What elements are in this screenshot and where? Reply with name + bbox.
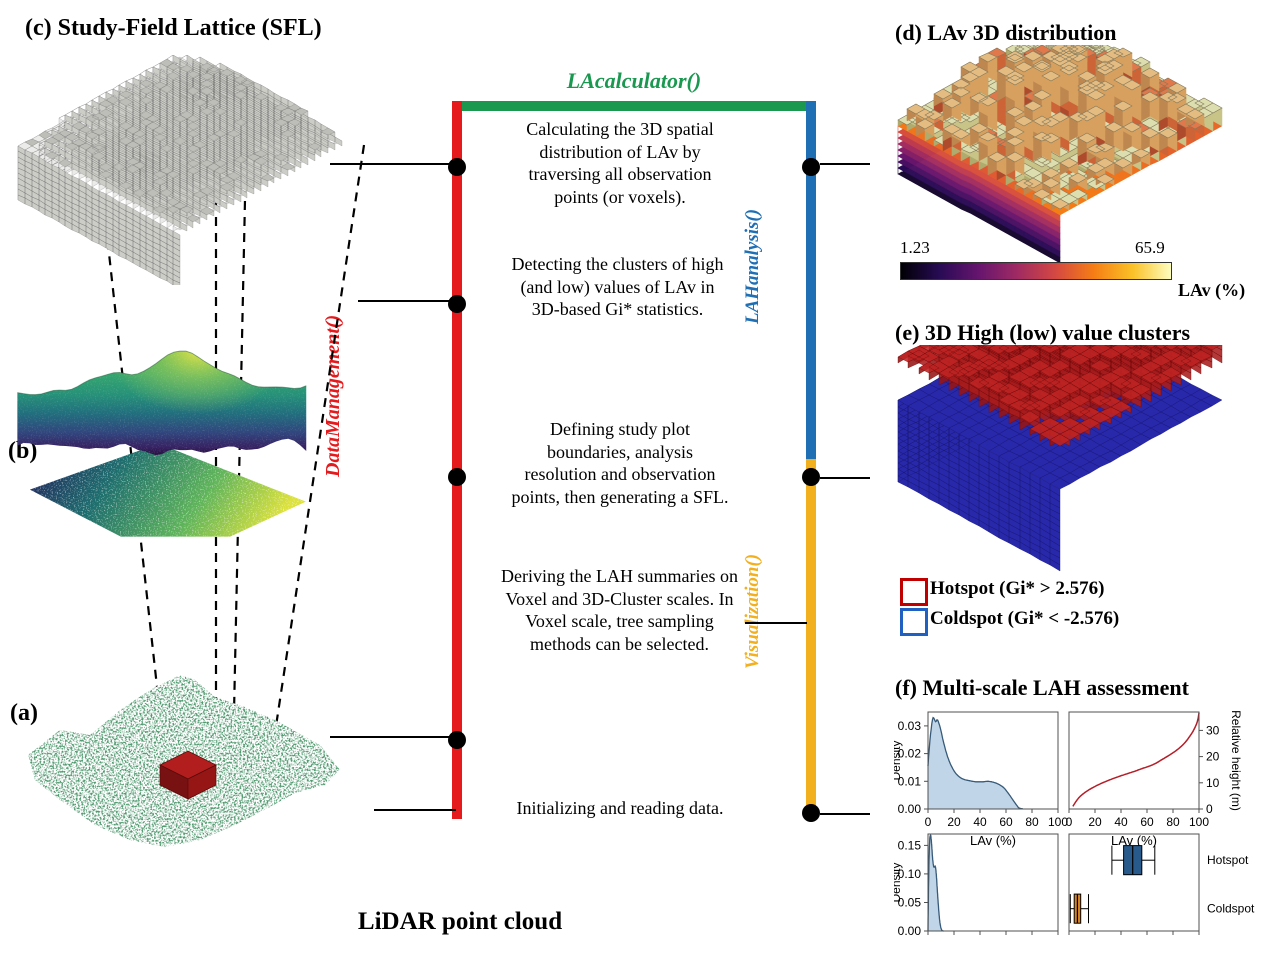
svg-text:Density: Density bbox=[894, 740, 903, 780]
svg-text:0: 0 bbox=[1206, 802, 1213, 816]
svg-text:80: 80 bbox=[1166, 815, 1180, 829]
svg-text:30: 30 bbox=[1206, 723, 1220, 737]
svg-text:Coldspot: Coldspot bbox=[1207, 902, 1255, 916]
svg-text:0.00: 0.00 bbox=[898, 924, 922, 935]
svg-text:0.00: 0.00 bbox=[898, 802, 922, 816]
svg-text:0.03: 0.03 bbox=[898, 719, 922, 733]
svg-text:20: 20 bbox=[1088, 815, 1102, 829]
svg-text:LAv (%): LAv (%) bbox=[970, 833, 1016, 848]
svg-text:100: 100 bbox=[1189, 815, 1209, 829]
svg-text:40: 40 bbox=[1114, 815, 1128, 829]
svg-text:20: 20 bbox=[947, 815, 961, 829]
svg-text:0: 0 bbox=[925, 815, 932, 829]
svg-text:60: 60 bbox=[1140, 815, 1154, 829]
svg-text:40: 40 bbox=[973, 815, 987, 829]
svg-text:0.15: 0.15 bbox=[898, 838, 922, 852]
svg-text:Density: Density bbox=[894, 862, 903, 902]
svg-text:Hotspot: Hotspot bbox=[1207, 853, 1249, 867]
svg-text:60: 60 bbox=[999, 815, 1013, 829]
svg-text:0: 0 bbox=[1066, 815, 1073, 829]
svg-text:80: 80 bbox=[1025, 815, 1039, 829]
svg-text:20: 20 bbox=[1206, 750, 1220, 764]
svg-text:10: 10 bbox=[1206, 776, 1220, 790]
svg-text:Relative height (m): Relative height (m) bbox=[1229, 710, 1243, 811]
